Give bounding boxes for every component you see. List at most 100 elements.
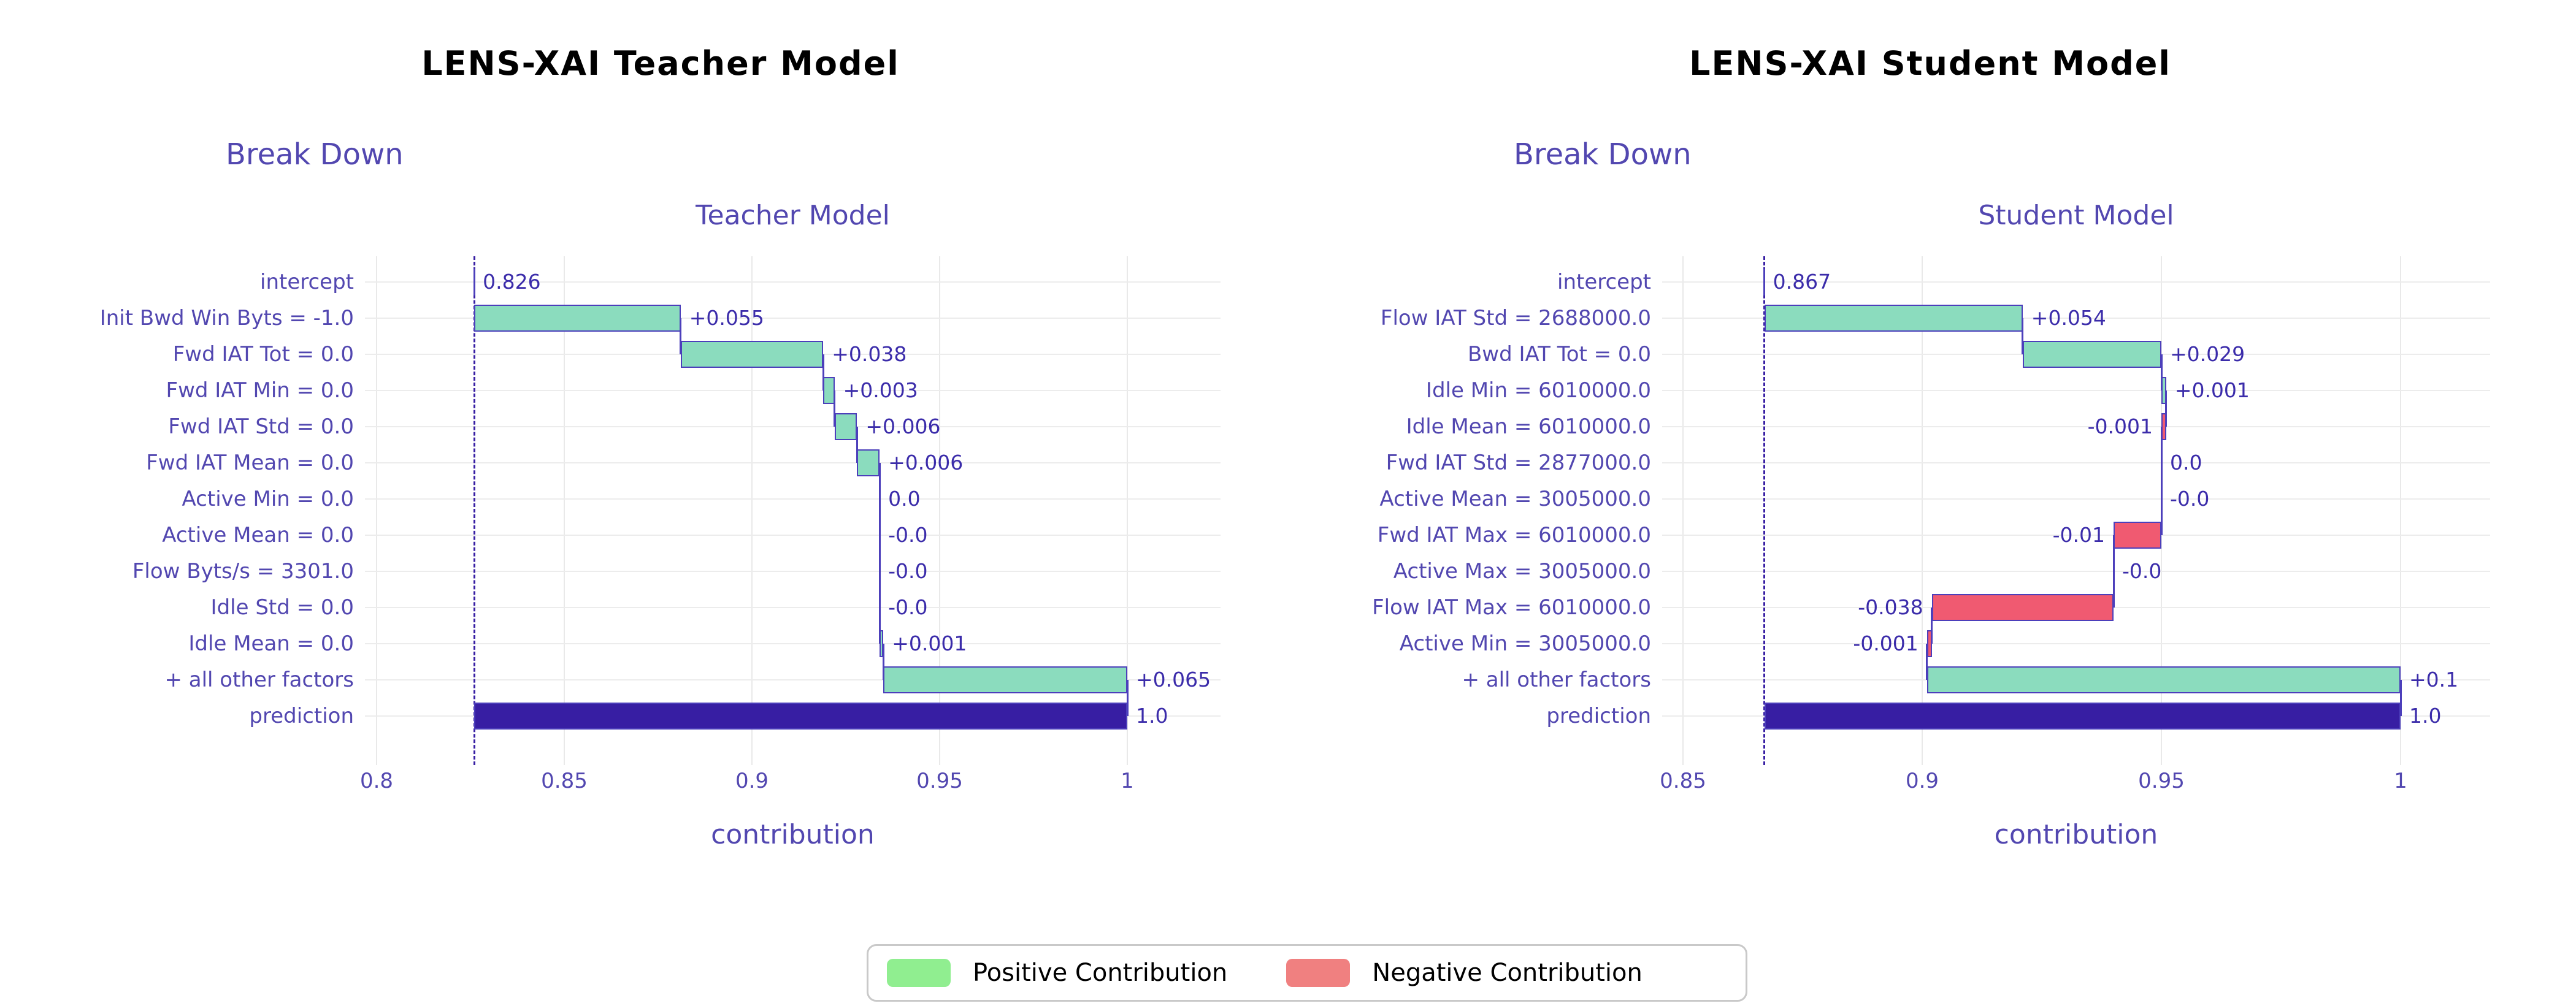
bar-connector xyxy=(856,427,858,463)
y-axis-label: intercept xyxy=(260,270,354,294)
bar-connector xyxy=(2399,680,2402,716)
bar-connector xyxy=(878,608,881,644)
y-axis-label: Active Min = 0.0 xyxy=(182,487,354,511)
bar-connector xyxy=(822,354,824,391)
value-annotation: +0.1 xyxy=(2409,668,2459,692)
value-annotation: 0.0 xyxy=(2170,451,2202,474)
plot-title-teacher: Teacher Model xyxy=(696,200,890,231)
y-gridline xyxy=(365,571,1221,572)
x-tick-label: 1 xyxy=(1121,769,1134,793)
x-axis-title: contribution xyxy=(1994,819,2158,850)
value-annotation: 1.0 xyxy=(2409,704,2442,728)
breakdown-subtitle-teacher: Break Down xyxy=(226,137,404,172)
y-gridline xyxy=(1662,643,2490,644)
x-gridline xyxy=(2400,256,2401,765)
x-gridline xyxy=(751,256,753,765)
value-annotation: +0.003 xyxy=(843,378,918,402)
x-tick-label: 1 xyxy=(2394,769,2407,793)
waterfall-bar-mark xyxy=(878,594,881,621)
waterfall-bar-mark xyxy=(878,486,881,513)
y-gridline xyxy=(1662,390,2490,391)
waterfall-bar-mark xyxy=(2160,449,2163,476)
x-tick-label: 0.85 xyxy=(541,769,588,793)
waterfall-bar xyxy=(1764,703,2401,730)
y-axis-label: + all other factors xyxy=(164,668,354,692)
y-gridline xyxy=(365,462,1221,463)
bar-connector xyxy=(2112,535,2115,571)
value-annotation: +0.038 xyxy=(832,342,907,366)
y-axis-label: Active Max = 3005000.0 xyxy=(1393,559,1651,584)
value-annotation: 1.0 xyxy=(1136,704,1168,728)
y-gridline xyxy=(1662,535,2490,536)
waterfall-bar-mark xyxy=(2160,486,2163,513)
legend-swatch-negative xyxy=(1286,959,1351,987)
value-annotation: -0.0 xyxy=(2122,559,2162,583)
bar-connector xyxy=(1931,608,1933,644)
y-axis-label: Active Mean = 0.0 xyxy=(162,523,354,547)
y-axis-label: Active Mean = 3005000.0 xyxy=(1379,487,1651,511)
y-gridline xyxy=(1662,281,2490,283)
y-axis-label: Flow IAT Std = 2688000.0 xyxy=(1380,306,1651,330)
x-gridline xyxy=(1682,256,1684,765)
y-axis-label: Flow IAT Max = 6010000.0 xyxy=(1372,595,1651,620)
y-gridline xyxy=(365,679,1221,680)
waterfall-bar xyxy=(2161,413,2166,440)
waterfall-bar xyxy=(823,377,835,404)
y-axis-label: intercept xyxy=(1557,270,1651,294)
x-axis-title: contribution xyxy=(711,819,875,850)
intercept-dashed-line xyxy=(1763,256,1766,765)
value-annotation: 0.826 xyxy=(483,270,541,294)
panel-title-teacher: LENS-XAI Teacher Model xyxy=(421,44,900,83)
value-annotation: 0.867 xyxy=(1773,270,1831,294)
y-axis-label: Idle Std = 0.0 xyxy=(210,595,354,620)
y-gridline xyxy=(365,426,1221,427)
bar-connector xyxy=(878,463,881,499)
plot-title-student: Student Model xyxy=(1978,200,2174,231)
value-annotation: -0.01 xyxy=(2052,523,2105,547)
y-gridline xyxy=(1662,462,2490,463)
waterfall-bar xyxy=(2022,341,2161,368)
waterfall-bar xyxy=(1926,666,2401,693)
waterfall-bar xyxy=(2114,522,2161,549)
value-annotation: -0.0 xyxy=(888,523,928,547)
y-axis-label: Fwd IAT Max = 6010000.0 xyxy=(1377,523,1651,547)
y-gridline xyxy=(1662,318,2490,319)
y-gridline xyxy=(365,390,1221,391)
y-axis-label: prediction xyxy=(1546,704,1651,728)
x-tick-label: 0.9 xyxy=(1905,769,1939,793)
waterfall-bar xyxy=(857,449,880,476)
y-gridline xyxy=(365,498,1221,500)
y-gridline xyxy=(365,607,1221,608)
value-annotation: +0.006 xyxy=(865,414,941,438)
bar-connector xyxy=(2160,463,2163,499)
waterfall-bar xyxy=(680,341,824,368)
y-axis-label: Idle Min = 6010000.0 xyxy=(1425,378,1651,403)
x-gridline xyxy=(564,256,565,765)
y-axis-label: Fwd IAT Min = 0.0 xyxy=(166,378,354,403)
x-gridline xyxy=(376,256,377,765)
bar-connector xyxy=(680,318,682,354)
legend-label-positive: Positive Contribution xyxy=(973,959,1228,987)
y-axis-label: Bwd IAT Tot = 0.0 xyxy=(1467,342,1651,367)
x-tick-label: 0.95 xyxy=(916,769,963,793)
value-annotation: -0.0 xyxy=(888,559,928,583)
value-annotation: -0.001 xyxy=(1853,631,1919,655)
waterfall-bar xyxy=(1764,305,2023,332)
bar-connector xyxy=(878,535,881,571)
y-gridline xyxy=(365,643,1221,644)
y-axis-label: Flow Byts/s = 3301.0 xyxy=(132,559,354,584)
waterfall-bar xyxy=(834,413,857,440)
waterfall-bar-mark xyxy=(2112,558,2115,585)
waterfall-bar xyxy=(880,630,884,657)
x-gridline xyxy=(1922,256,1923,765)
legend-swatch-positive xyxy=(887,959,951,987)
x-tick-label: 0.95 xyxy=(2138,769,2185,793)
bar-connector xyxy=(2022,318,2024,354)
bar-connector xyxy=(2160,427,2163,463)
legend-box: Positive Contribution Negative Contribut… xyxy=(867,944,1747,1002)
waterfall-bar xyxy=(1931,594,2114,621)
value-annotation: 0.0 xyxy=(888,487,921,511)
y-gridline xyxy=(1662,498,2490,500)
x-gridline xyxy=(1127,256,1128,765)
